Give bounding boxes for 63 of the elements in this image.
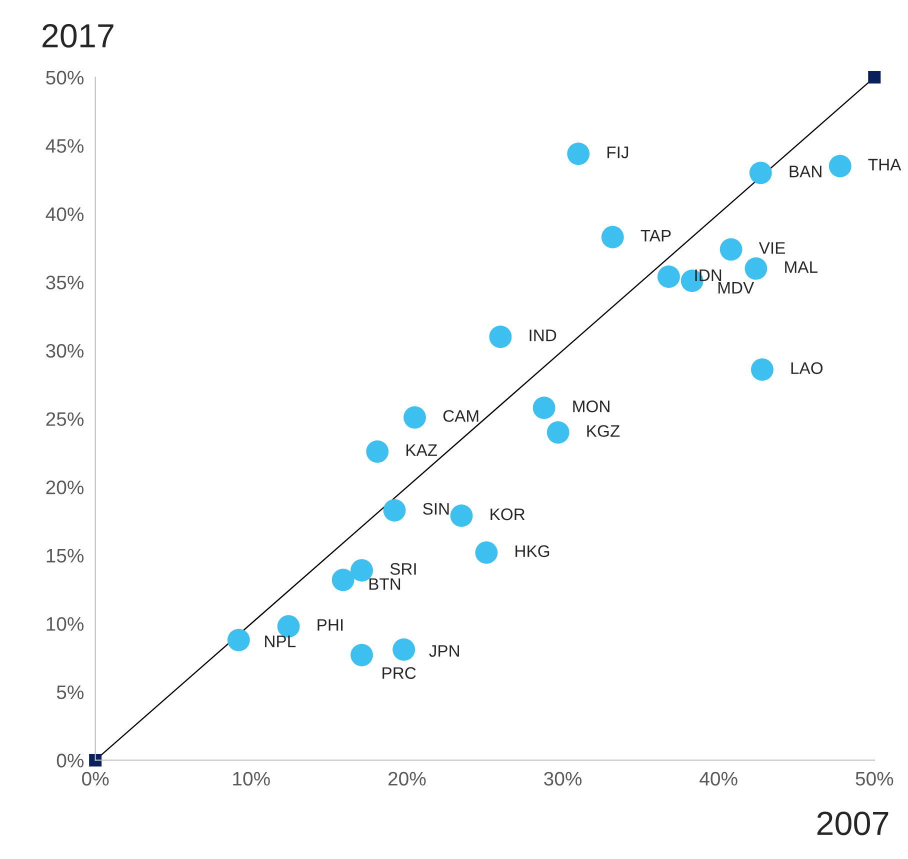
point: [751, 358, 774, 381]
annotation: KAZ: [406, 444, 438, 456]
x-tick-label: 0%: [82, 772, 109, 786]
annotation: VIE: [758, 242, 785, 254]
annotation: MON: [573, 400, 610, 412]
annotation: SRI: [390, 563, 416, 575]
point: [868, 71, 881, 84]
point: [744, 257, 768, 280]
y-tick-label: 35%: [46, 276, 84, 290]
annotation: HKG: [516, 545, 550, 558]
point: [749, 162, 772, 184]
point: [383, 499, 406, 522]
y-tick-label: 50%: [46, 70, 84, 85]
y-tick-label: 5%: [56, 685, 84, 700]
annotation: PHI: [318, 619, 343, 631]
point: [366, 440, 389, 463]
point: [601, 226, 624, 248]
annotation: MAL: [785, 261, 818, 273]
annotation: NPL: [265, 636, 296, 648]
y-tick-label: 20%: [46, 480, 84, 494]
point: [450, 504, 473, 527]
annotation: KOR: [490, 508, 525, 520]
annotation: IND: [530, 330, 556, 342]
point: [227, 628, 250, 652]
y-tick-label: 25%: [46, 412, 84, 426]
y-tick-label: 15%: [46, 548, 84, 563]
x-tick-label: 50%: [856, 772, 894, 786]
point: [350, 644, 373, 666]
y-axis-title: 2017: [42, 24, 114, 48]
annotation: JPN: [429, 645, 459, 657]
x-tick-label: 30%: [544, 772, 582, 786]
y-tick-label: 10%: [46, 617, 84, 631]
annotation: KGZ: [587, 425, 620, 437]
point: [404, 406, 426, 429]
annotation: BTN: [369, 578, 400, 590]
annotation: SIN: [423, 502, 449, 515]
annotation: CAM: [443, 410, 478, 422]
annotation: TAP: [640, 230, 671, 242]
point: [489, 326, 512, 348]
point: [658, 266, 680, 288]
point: [567, 142, 590, 165]
point: [332, 568, 354, 592]
annotation: THA: [868, 158, 902, 170]
point: [720, 238, 742, 261]
annotation: FIJ: [608, 146, 628, 158]
point: [546, 421, 570, 444]
annotation: PRC: [382, 667, 416, 679]
point: [89, 754, 102, 766]
annotation: BAN: [790, 166, 822, 178]
point: [475, 541, 498, 564]
y-tick-label: 30%: [46, 344, 84, 358]
annotation: MDV: [718, 282, 754, 294]
point: [828, 154, 852, 178]
y-tick-label: 0%: [56, 754, 84, 768]
y-tick-label: 40%: [46, 207, 84, 222]
x-tick-label: 10%: [233, 772, 270, 786]
x-axis-title: 2007: [817, 812, 888, 836]
x-tick-label: 20%: [388, 772, 426, 786]
annotation: LAO: [791, 362, 823, 374]
x-tick-label: 40%: [700, 772, 738, 786]
point: [532, 396, 556, 420]
y-tick-label: 45%: [46, 139, 84, 153]
point: [392, 638, 416, 661]
